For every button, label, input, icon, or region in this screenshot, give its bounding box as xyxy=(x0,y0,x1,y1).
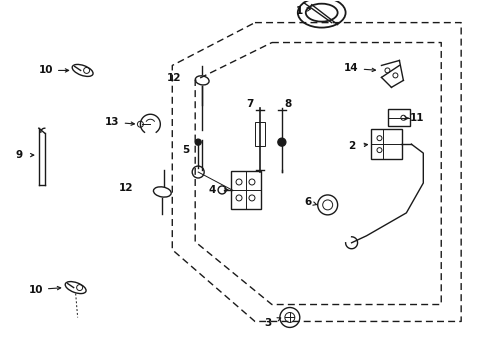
Text: 1: 1 xyxy=(296,6,303,15)
Text: 10: 10 xyxy=(28,284,43,294)
Circle shape xyxy=(195,139,201,145)
Text: 5: 5 xyxy=(183,145,190,155)
Text: 13: 13 xyxy=(105,117,120,127)
Text: 12: 12 xyxy=(119,183,134,193)
Text: 9: 9 xyxy=(15,150,23,160)
Text: 10: 10 xyxy=(39,66,53,76)
Text: 7: 7 xyxy=(246,99,254,109)
Text: 8: 8 xyxy=(284,99,292,109)
Text: 14: 14 xyxy=(344,63,359,73)
Text: 12: 12 xyxy=(167,73,181,84)
Circle shape xyxy=(278,138,286,146)
Text: 6: 6 xyxy=(304,197,311,207)
Text: 2: 2 xyxy=(348,141,355,151)
Text: 11: 11 xyxy=(410,113,424,123)
Text: 4: 4 xyxy=(208,185,216,195)
Text: 3: 3 xyxy=(264,319,271,328)
